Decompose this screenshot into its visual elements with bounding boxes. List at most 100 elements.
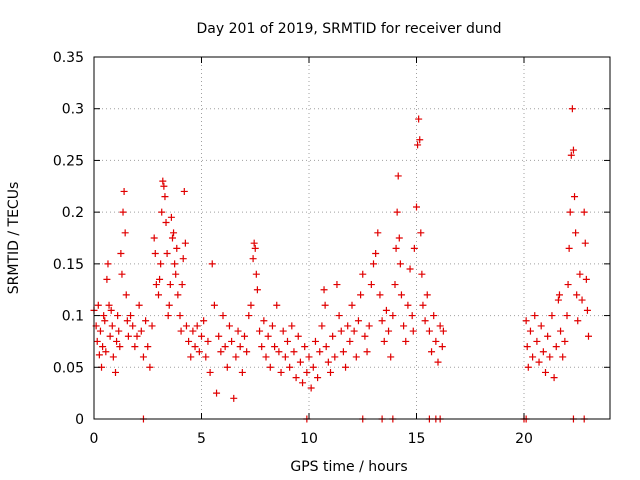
- data-point: [363, 348, 371, 356]
- data-point: [397, 291, 405, 299]
- data-point: [535, 358, 543, 366]
- data-point: [206, 368, 214, 376]
- data-point: [567, 151, 575, 159]
- data-point: [335, 312, 343, 320]
- data-point: [559, 353, 567, 361]
- data-point: [113, 337, 121, 345]
- data-point: [391, 281, 399, 289]
- data-point: [284, 337, 291, 345]
- data-point: [537, 322, 545, 330]
- data-point: [146, 363, 154, 371]
- data-point: [544, 332, 552, 340]
- data-point: [316, 348, 324, 356]
- data-point: [376, 291, 384, 299]
- data-point: [576, 270, 584, 278]
- data-point: [578, 296, 586, 304]
- data-point: [395, 234, 403, 242]
- data-point: [221, 343, 229, 351]
- data-point: [408, 312, 416, 320]
- data-point: [150, 234, 158, 242]
- y-tick-label: 0: [75, 412, 84, 428]
- data-point: [101, 317, 109, 325]
- data-point: [118, 270, 126, 278]
- data-point: [352, 353, 360, 361]
- data-point: [387, 353, 395, 361]
- data-point: [232, 353, 240, 361]
- y-tick-label: 0.3: [62, 102, 84, 118]
- data-point: [177, 327, 185, 335]
- data-point: [354, 317, 362, 325]
- data-point: [243, 348, 251, 356]
- data-point: [414, 141, 422, 149]
- data-point: [166, 281, 174, 289]
- data-point: [271, 343, 279, 351]
- data-point: [299, 379, 307, 387]
- data-point: [418, 270, 426, 278]
- data-point: [268, 322, 276, 330]
- data-point: [210, 301, 218, 309]
- data-point: [385, 327, 393, 335]
- data-point: [290, 348, 298, 356]
- data-points: [90, 105, 592, 423]
- data-point: [273, 301, 281, 309]
- data-point: [585, 332, 592, 340]
- data-point: [253, 286, 261, 294]
- data-point: [569, 146, 577, 154]
- data-point: [173, 244, 181, 252]
- data-point: [250, 239, 258, 247]
- data-point: [116, 343, 124, 351]
- y-axis-label: SRMTID / TECUs: [6, 182, 22, 295]
- data-point: [321, 301, 329, 309]
- data-point: [436, 322, 444, 330]
- data-point: [344, 322, 352, 330]
- data-point: [108, 322, 116, 330]
- data-point: [158, 208, 166, 216]
- data-point: [163, 250, 171, 258]
- data-point: [135, 301, 143, 309]
- data-point: [522, 317, 530, 325]
- data-point: [546, 353, 554, 361]
- data-point: [572, 229, 580, 237]
- data-point: [241, 332, 248, 340]
- plot-frame: [93, 56, 611, 420]
- data-point: [393, 208, 401, 216]
- data-point: [107, 306, 115, 314]
- data-point: [574, 317, 582, 325]
- data-point: [117, 250, 125, 258]
- y-tick-label: 0.1: [62, 309, 84, 325]
- data-point: [552, 343, 560, 351]
- data-point: [361, 332, 369, 340]
- data-point: [406, 265, 414, 273]
- data-point: [104, 260, 112, 268]
- data-point: [161, 193, 169, 201]
- data-point: [342, 363, 350, 371]
- data-point: [123, 317, 131, 325]
- data-point: [93, 337, 101, 345]
- data-point: [314, 374, 322, 382]
- data-point: [571, 193, 579, 201]
- data-point: [372, 250, 380, 258]
- data-point: [160, 182, 168, 190]
- data-point: [357, 291, 365, 299]
- data-point: [531, 312, 539, 320]
- data-point: [394, 172, 402, 180]
- data-point: [277, 368, 285, 376]
- data-point: [180, 187, 188, 195]
- data-point: [252, 270, 260, 278]
- x-tick-label: 20: [515, 431, 533, 447]
- x-tick-label: 5: [197, 431, 206, 447]
- data-point: [337, 327, 345, 335]
- data-point: [202, 353, 210, 361]
- data-point: [119, 208, 127, 216]
- data-point: [245, 312, 253, 320]
- y-tick-label: 0.35: [53, 50, 84, 66]
- data-point: [582, 275, 590, 283]
- data-point: [404, 301, 412, 309]
- data-point: [228, 337, 236, 345]
- data-point: [236, 343, 244, 351]
- data-point: [124, 332, 132, 340]
- data-point: [121, 229, 129, 237]
- data-point: [378, 317, 386, 325]
- data-point: [524, 363, 532, 371]
- data-point: [350, 327, 358, 335]
